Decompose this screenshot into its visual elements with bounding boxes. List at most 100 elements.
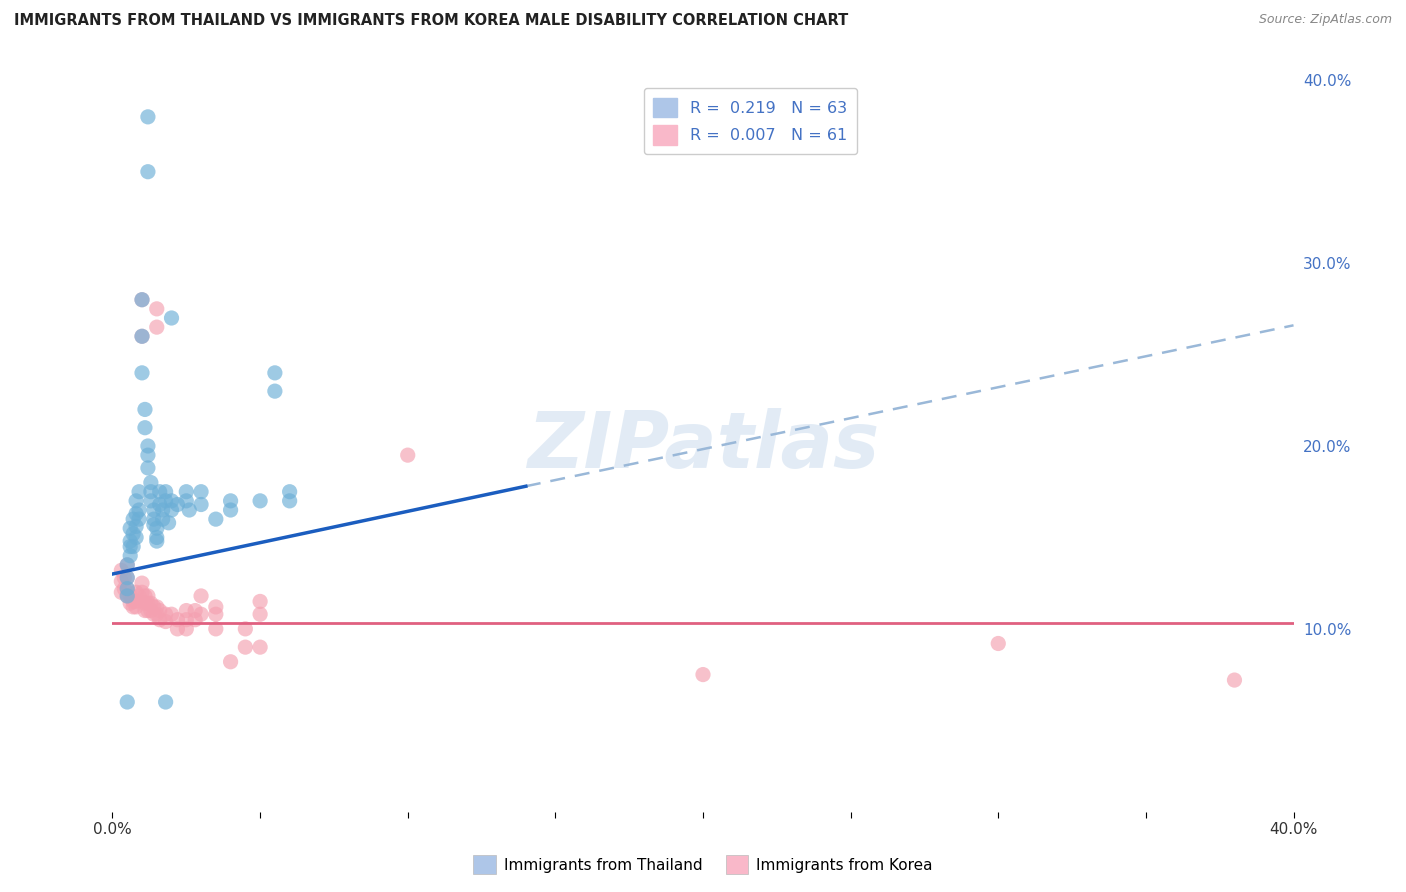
Point — [146, 521, 169, 535]
Point — [249, 607, 271, 622]
Point — [139, 603, 162, 617]
Point — [233, 640, 256, 655]
Point — [249, 640, 271, 655]
Text: ZIPatlas: ZIPatlas — [527, 408, 879, 484]
Point — [117, 558, 138, 572]
Point — [149, 603, 172, 617]
Point — [122, 526, 145, 541]
Point — [122, 540, 145, 554]
Point — [125, 530, 148, 544]
Point — [117, 695, 138, 709]
Point — [155, 607, 177, 622]
Point — [117, 582, 138, 596]
Point — [190, 589, 212, 603]
Point — [120, 540, 142, 554]
Point — [174, 493, 197, 508]
Point — [160, 311, 183, 326]
Text: Source: ZipAtlas.com: Source: ZipAtlas.com — [1258, 13, 1392, 27]
Point — [190, 607, 212, 622]
Point — [128, 503, 150, 517]
Point — [166, 613, 188, 627]
Point — [278, 484, 301, 499]
Point — [190, 484, 212, 499]
Point — [142, 607, 165, 622]
Point — [136, 439, 159, 453]
Point — [157, 516, 180, 530]
Point — [120, 596, 142, 610]
Point — [120, 521, 142, 535]
Point — [152, 503, 174, 517]
Point — [120, 589, 142, 603]
Point — [112, 571, 135, 585]
Point — [110, 585, 132, 599]
Point — [125, 493, 148, 508]
Point — [136, 603, 159, 617]
Point — [155, 695, 177, 709]
Point — [134, 589, 156, 603]
Point — [219, 655, 242, 669]
Legend: R =  0.219   N = 63, R =  0.007   N = 61: R = 0.219 N = 63, R = 0.007 N = 61 — [644, 88, 856, 154]
Point — [278, 493, 301, 508]
Point — [155, 615, 177, 629]
Point — [117, 571, 138, 585]
Point — [117, 571, 138, 585]
Point — [149, 498, 172, 512]
Point — [117, 558, 138, 572]
Point — [110, 563, 132, 577]
Point — [160, 493, 183, 508]
Point — [142, 599, 165, 614]
Point — [692, 667, 714, 681]
Point — [149, 484, 172, 499]
Point — [264, 366, 287, 380]
Point — [205, 599, 228, 614]
Text: IMMIGRANTS FROM THAILAND VS IMMIGRANTS FROM KOREA MALE DISABILITY CORRELATION CH: IMMIGRANTS FROM THAILAND VS IMMIGRANTS F… — [14, 13, 848, 29]
Point — [110, 574, 132, 589]
Point — [166, 622, 188, 636]
Point — [125, 594, 148, 608]
Point — [155, 493, 177, 508]
Point — [205, 622, 228, 636]
Point — [205, 512, 228, 526]
Point — [120, 549, 142, 563]
Point — [131, 585, 153, 599]
Point — [139, 493, 162, 508]
Point — [184, 613, 207, 627]
Point — [396, 448, 419, 462]
Point — [249, 493, 271, 508]
Point — [184, 603, 207, 617]
Point — [131, 293, 153, 307]
Point — [139, 484, 162, 499]
Point — [134, 402, 156, 417]
Point — [136, 448, 159, 462]
Point — [160, 607, 183, 622]
Point — [152, 512, 174, 526]
Point — [131, 329, 153, 343]
Point — [136, 461, 159, 475]
Point — [136, 589, 159, 603]
Point — [136, 110, 159, 124]
Point — [249, 594, 271, 608]
Point — [264, 384, 287, 399]
Point — [136, 596, 159, 610]
Point — [134, 421, 156, 435]
Point — [205, 607, 228, 622]
Point — [131, 293, 153, 307]
Point — [139, 475, 162, 490]
Point — [174, 603, 197, 617]
Point — [139, 596, 162, 610]
Point — [146, 534, 169, 549]
Point — [136, 165, 159, 179]
Point — [190, 498, 212, 512]
Point — [174, 613, 197, 627]
Point — [128, 484, 150, 499]
Point — [122, 512, 145, 526]
Point — [142, 517, 165, 532]
Point — [117, 589, 138, 603]
Point — [146, 607, 169, 622]
Point — [1223, 673, 1246, 687]
Point — [125, 507, 148, 521]
Point — [117, 582, 138, 596]
Point — [112, 582, 135, 596]
Point — [987, 636, 1010, 650]
Point — [160, 503, 183, 517]
